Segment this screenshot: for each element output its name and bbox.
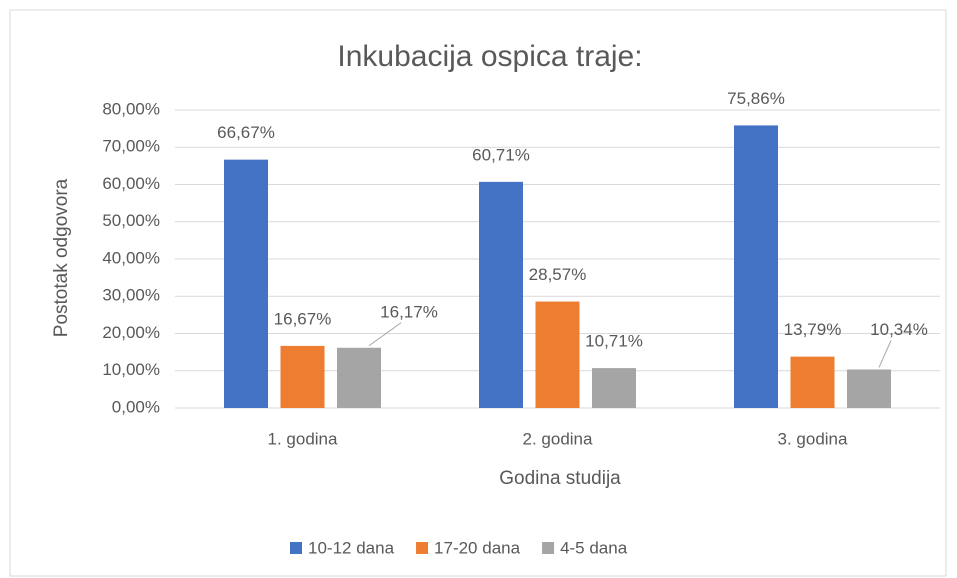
data-label: 28,57%	[529, 265, 587, 284]
data-label: 75,86%	[727, 89, 785, 108]
chart-border	[9, 9, 947, 577]
x-axis-title: Godina studija	[499, 468, 621, 489]
y-tick-label: 10,00%	[102, 360, 160, 379]
data-label: 66,67%	[217, 123, 275, 142]
chart-title: Inkubacija ospica traje:	[337, 40, 642, 73]
legend-label: 4-5 dana	[560, 538, 628, 557]
data-label: 13,79%	[784, 320, 842, 339]
bar	[592, 368, 636, 408]
legend-swatch	[542, 542, 555, 554]
leader-line	[368, 322, 402, 347]
bar	[847, 369, 891, 408]
data-label: 10,34%	[870, 320, 928, 339]
data-label: 16,17%	[380, 302, 438, 321]
y-tick-label: 60,00%	[102, 174, 160, 193]
y-axis-title: Postotak odgovora	[51, 178, 72, 337]
x-tick-label: 1. godina	[268, 429, 338, 448]
y-tick-label: 50,00%	[102, 211, 160, 230]
x-tick-label: 2. godina	[523, 429, 593, 448]
y-tick-label: 0,00%	[112, 397, 160, 416]
bar	[790, 356, 835, 408]
x-tick-label: 3. godina	[778, 429, 848, 448]
y-tick-label: 80,00%	[102, 99, 160, 118]
data-label: 60,71%	[472, 145, 530, 164]
bar	[535, 301, 580, 408]
bar	[734, 125, 778, 408]
legend-swatch	[290, 542, 302, 554]
bar	[337, 347, 381, 408]
legend-swatch	[416, 542, 429, 554]
leader-line	[878, 340, 892, 368]
bar	[479, 181, 523, 408]
data-label: 16,67%	[274, 309, 332, 328]
bar	[280, 345, 325, 408]
y-tick-label: 20,00%	[102, 323, 160, 342]
data-label: 10,71%	[585, 332, 643, 351]
legend-label: 17-20 dana	[434, 538, 521, 557]
y-tick-label: 70,00%	[102, 137, 160, 156]
y-tick-label: 40,00%	[102, 248, 160, 267]
legend-label: 10-12 dana	[308, 538, 395, 557]
y-tick-label: 30,00%	[102, 286, 160, 305]
bar	[224, 159, 268, 408]
